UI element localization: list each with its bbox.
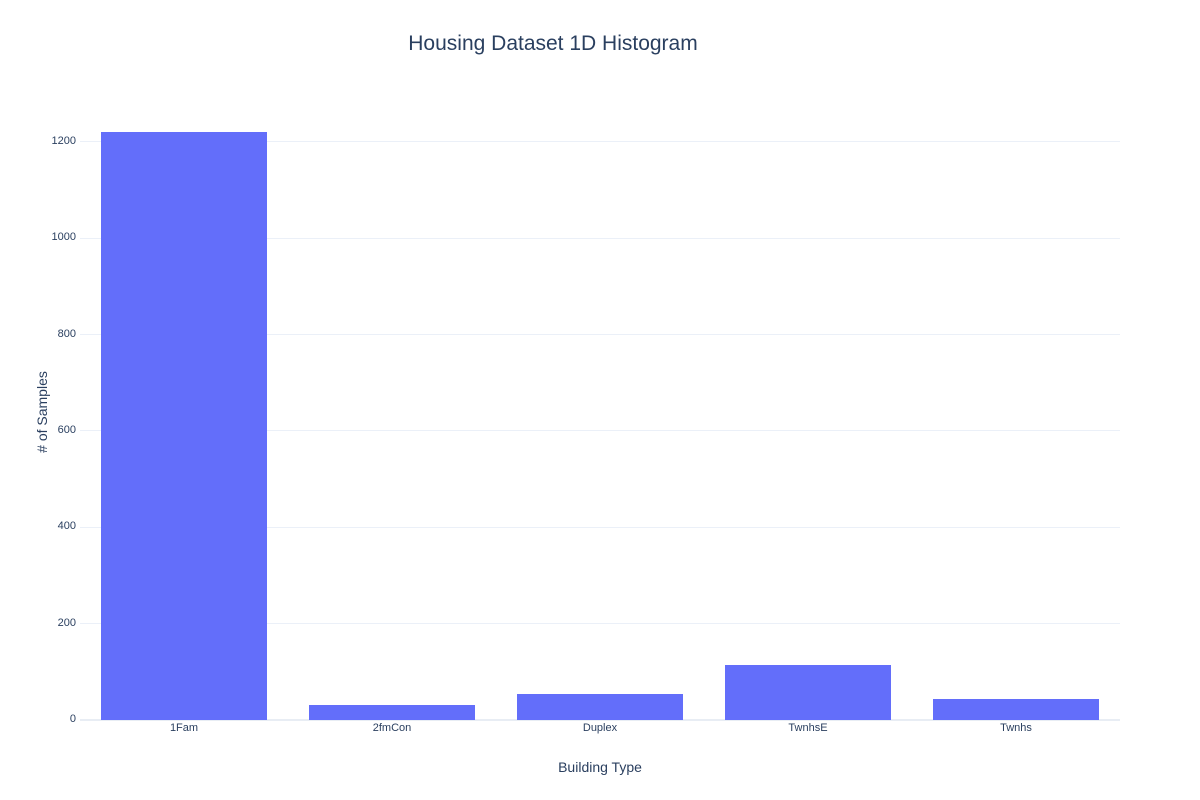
y-tick-label: 200 [57, 616, 76, 629]
bar-2fmCon[interactable] [308, 704, 476, 720]
bar-Twnhs[interactable] [932, 698, 1100, 720]
x-tick-label: Duplex [582, 722, 618, 734]
chart-title: Housing Dataset 1D Histogram [408, 32, 698, 55]
y-tick-label: 0 [69, 713, 76, 725]
y-tick-label: 400 [57, 520, 76, 533]
gridline [80, 141, 1120, 143]
x-tick-label: 2fmCon [372, 722, 412, 734]
gridline [80, 237, 1120, 239]
gridline [80, 334, 1120, 336]
bar-TwnhsE[interactable] [724, 664, 892, 720]
gridline [80, 430, 1120, 432]
y-tick-label: 1200 [51, 134, 76, 147]
y-tick-label: 800 [57, 327, 76, 340]
plot-area[interactable] [80, 100, 1120, 721]
x-tick-label: 1Fam [169, 722, 199, 734]
x-axis-title: Building Type [558, 759, 642, 775]
x-tick-label: TwnhsE [788, 722, 828, 734]
gridline [80, 623, 1120, 625]
x-axis-zeroline [80, 718, 1120, 721]
bar-1Fam[interactable] [100, 131, 268, 720]
bar-Duplex[interactable] [516, 694, 684, 720]
x-tick-label: Twnhs [1000, 722, 1032, 734]
y-tick-label: 600 [57, 423, 76, 436]
gridline [80, 526, 1120, 528]
y-axis-title: # of Samples [34, 371, 50, 453]
y-tick-label: 1000 [51, 231, 76, 244]
